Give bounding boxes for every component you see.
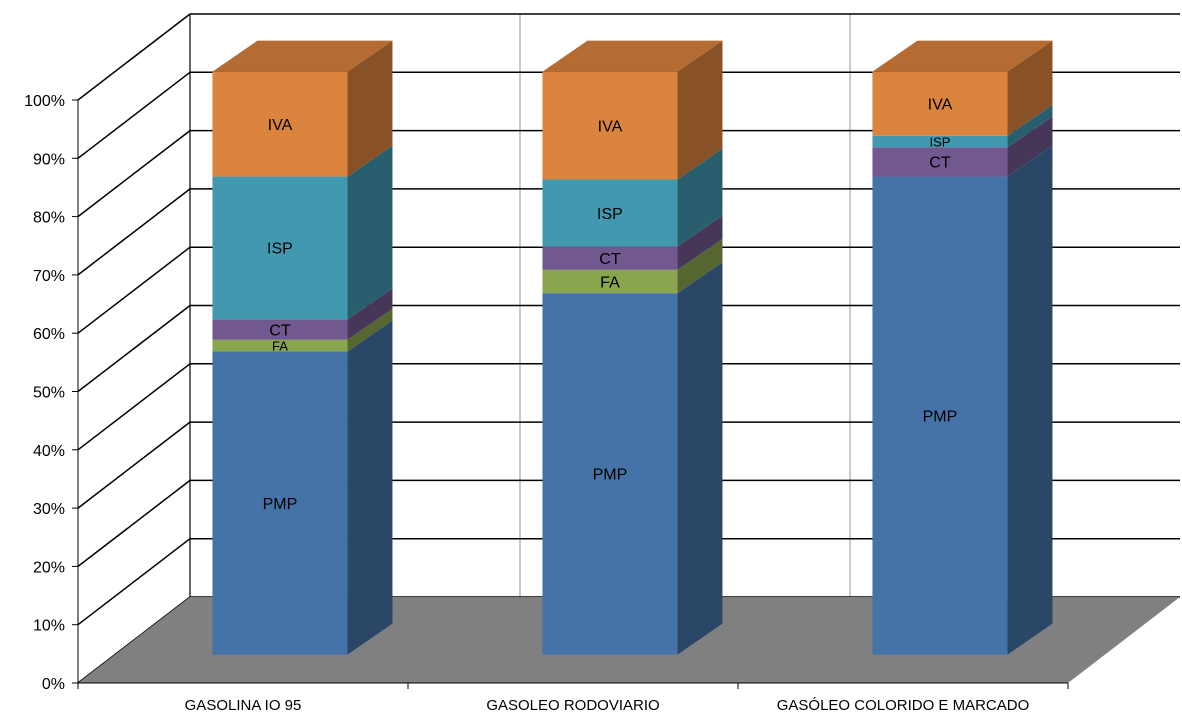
- category-label: GASOLEO RODOVIARIO: [486, 697, 659, 714]
- data-label: CT: [269, 322, 291, 339]
- bar-segment: [212, 176, 348, 320]
- bar-stack: PMP CT ISP IVA: [872, 40, 1053, 655]
- bar-side: [1007, 116, 1053, 177]
- y-axis: 0% 10% 20% 30% 40% 50% 60% 70% 80% 90% 100%: [24, 93, 79, 693]
- bar-segment: [542, 71, 678, 180]
- bar-side: [677, 40, 723, 180]
- side-gridline: [77, 304, 191, 393]
- bar-top: [212, 40, 393, 72]
- bar-segment: [872, 147, 1008, 177]
- bar-segment: [542, 269, 678, 294]
- bar-segment: [872, 176, 1008, 655]
- data-label: PMP: [593, 467, 628, 484]
- data-label: CT: [929, 155, 951, 172]
- x-axis: GASOLINA IO 95 GASOLEO RODOVIARIO GASÓLEO …: [185, 697, 1030, 714]
- side-gridline: [77, 130, 191, 218]
- y-tick-label: 100%: [24, 93, 65, 110]
- data-label: FA: [600, 274, 620, 291]
- y-tick-label: 10%: [33, 618, 65, 635]
- bar-segment: [212, 71, 348, 177]
- side-gridline: [77, 479, 191, 567]
- y-tick-label: 0%: [42, 676, 65, 693]
- y-tick-label: 40%: [33, 443, 65, 460]
- bar-side: [347, 288, 393, 340]
- bar-segment: [872, 71, 1008, 136]
- data-label: CT: [599, 251, 621, 268]
- bar-side: [1007, 40, 1053, 136]
- side-gridline: [77, 246, 191, 334]
- bar-segment: [212, 339, 348, 352]
- data-label: PMP: [263, 496, 298, 513]
- y-tick-label: 30%: [33, 501, 65, 518]
- bar-side: [347, 145, 393, 320]
- side-gridline: [77, 71, 191, 159]
- bar-side: [677, 262, 723, 655]
- bar-side: [347, 320, 393, 655]
- data-label: ISP: [597, 206, 623, 223]
- data-label: IVA: [268, 117, 293, 134]
- bar-segment: [542, 246, 678, 270]
- data-label: FA: [272, 338, 288, 353]
- y-tick-label: 90%: [33, 151, 65, 168]
- bar-stack: PMP FA CT ISP IVA: [542, 40, 723, 655]
- bar-segment: [212, 351, 348, 655]
- bar-side: [677, 215, 723, 270]
- side-gridline: [77, 13, 191, 101]
- bar-segment: [542, 293, 678, 655]
- y-tick-label: 50%: [33, 385, 65, 402]
- y-tick-label: 80%: [33, 210, 65, 227]
- bar-side: [677, 238, 723, 294]
- side-gridline: [77, 363, 191, 451]
- data-label: ISP: [929, 134, 950, 149]
- y-tick-label: 20%: [33, 559, 65, 576]
- side-gridline: [77, 188, 191, 276]
- side-gridline: [77, 421, 191, 509]
- bar-side: [1007, 145, 1053, 655]
- bar-side: [347, 308, 393, 352]
- category-label: GASOLINA IO 95: [185, 697, 302, 714]
- side-gridline: [77, 538, 191, 626]
- bar-top: [872, 40, 1053, 72]
- data-label: PMP: [923, 408, 958, 425]
- bar-segment: [542, 179, 678, 247]
- bar-segment: [872, 135, 1008, 148]
- y-tick-label: 70%: [33, 268, 65, 285]
- data-label: ISP: [267, 241, 293, 258]
- bar-side: [1007, 104, 1053, 148]
- bar-top: [542, 40, 723, 72]
- category-label: GASÓLEO COLORIDO E MARCADO: [777, 697, 1030, 714]
- data-label: IVA: [598, 118, 623, 135]
- bar-segment: [212, 319, 348, 340]
- bar-side: [347, 40, 393, 177]
- bar-side: [677, 148, 723, 247]
- y-tick-label: 60%: [33, 326, 65, 343]
- data-label: IVA: [928, 96, 953, 113]
